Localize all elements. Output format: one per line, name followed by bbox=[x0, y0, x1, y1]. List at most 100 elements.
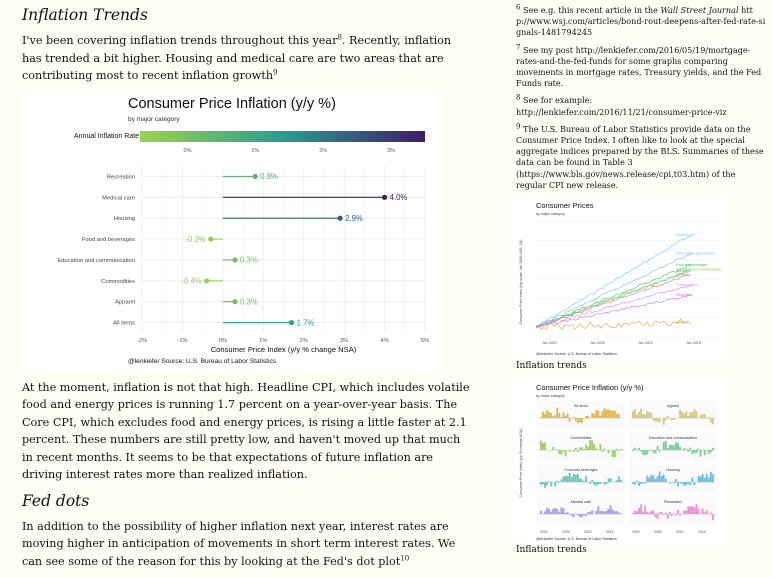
mini2-bar bbox=[608, 410, 610, 419]
mini2-bar bbox=[554, 482, 556, 486]
mini2-bar bbox=[687, 482, 689, 484]
y-tick-label: Medical care bbox=[102, 195, 135, 201]
mini2-bar bbox=[575, 448, 577, 450]
mini2-bar bbox=[595, 410, 597, 418]
x-tick-label: 1% bbox=[259, 338, 267, 344]
mini2-bar bbox=[577, 418, 579, 423]
mini2-bar bbox=[644, 450, 646, 455]
mini2-bar bbox=[691, 450, 693, 454]
mini2-bar bbox=[636, 481, 638, 483]
sidenote-8-text[interactable]: See for example: http://lenkiefer.com/20… bbox=[516, 95, 727, 116]
mini2-bar bbox=[540, 417, 542, 418]
mini2-bar bbox=[644, 482, 646, 484]
mini2-bar bbox=[704, 450, 706, 455]
inflation-small-multiples-chart[interactable]: Consumer Price Inflation (y/y %)by major… bbox=[516, 378, 726, 543]
section-title-fed-dots: Fed dots bbox=[22, 492, 470, 510]
mini2-bar bbox=[542, 412, 544, 418]
mini2-bar bbox=[708, 450, 710, 454]
mini2-bar bbox=[689, 412, 691, 418]
mini2-bar bbox=[706, 511, 708, 515]
mini2-bar bbox=[565, 513, 567, 514]
mini2-bar bbox=[712, 475, 714, 483]
mini2-bar bbox=[604, 449, 606, 451]
sidenote-7-text[interactable]: See my post http://lenkiefer.com/2016/05… bbox=[516, 45, 761, 89]
mini2-bar bbox=[544, 443, 546, 451]
mini2-source: @lenkiefer Source: U.S. Bureau of Labor … bbox=[536, 537, 617, 541]
data-label: -0.3% bbox=[185, 234, 205, 243]
mini2-bar bbox=[612, 411, 614, 418]
mini2-bar bbox=[583, 449, 585, 450]
mini2-bar bbox=[648, 513, 650, 515]
mini2-bar bbox=[579, 418, 581, 422]
article-body: Inflation Trends I've been covering infl… bbox=[22, 0, 470, 578]
mini2-bar bbox=[642, 414, 644, 418]
mini2-bar bbox=[634, 409, 636, 418]
mini2-bar bbox=[608, 509, 610, 514]
lollipop-point bbox=[382, 194, 387, 199]
mini2-bar bbox=[577, 514, 579, 515]
mini2-bar bbox=[677, 510, 679, 514]
mini2-bar bbox=[567, 512, 569, 514]
mini2-bar bbox=[577, 450, 579, 452]
mini2-bar bbox=[573, 514, 575, 517]
paragraph-headline-cpi: At the moment, inflation is not that hig… bbox=[22, 379, 470, 484]
mini2-bar bbox=[687, 507, 689, 515]
mini2-bar bbox=[650, 511, 652, 514]
mini2-bar bbox=[671, 445, 673, 450]
mini1-y-label: Consumer Price Index (log scale, Jan 200… bbox=[519, 240, 523, 325]
mini2-bar bbox=[653, 511, 655, 515]
mini2-bar bbox=[620, 514, 622, 515]
sidenote-6-number: 6 bbox=[516, 3, 520, 11]
mini2-bar bbox=[679, 514, 681, 515]
mini2-bar bbox=[620, 480, 622, 482]
mini2-bar bbox=[700, 477, 702, 483]
mini2-bar bbox=[681, 482, 683, 484]
mini2-bar bbox=[648, 412, 650, 418]
mini1-title: Consumer Prices bbox=[536, 201, 594, 210]
mini2-bar bbox=[597, 411, 599, 418]
data-label: 4.0% bbox=[390, 193, 408, 202]
mini2-bar bbox=[640, 450, 642, 451]
mini2-bar bbox=[618, 414, 620, 418]
mini2-bar bbox=[665, 418, 667, 420]
mini2-bar bbox=[544, 512, 546, 515]
mini2-bar bbox=[655, 418, 657, 421]
data-label: -0.4% bbox=[181, 276, 201, 285]
mini1-series-label: Medical care bbox=[676, 233, 695, 237]
mini2-x-tick: 2015 bbox=[698, 530, 706, 534]
mini2-x-tick: 2005 bbox=[654, 530, 662, 534]
x-tick-label: 0% bbox=[219, 338, 227, 344]
mini2-bar bbox=[634, 448, 636, 450]
mini2-bar bbox=[673, 445, 675, 450]
mini2-bar bbox=[591, 413, 593, 418]
sidenote-8-number: 8 bbox=[516, 94, 520, 102]
mini2-bar bbox=[659, 513, 661, 515]
mini2-bar bbox=[663, 418, 665, 425]
mini2-bar bbox=[655, 514, 657, 517]
mini2-bar bbox=[563, 450, 565, 451]
mini1-x-tick: Jan 2010 bbox=[638, 341, 653, 345]
mini2-bar bbox=[638, 412, 640, 418]
mini2-bar bbox=[565, 450, 567, 456]
mini2-bar bbox=[548, 412, 550, 418]
mini2-bar bbox=[650, 475, 652, 482]
lollipop-point bbox=[204, 278, 209, 283]
mini2-bar bbox=[659, 450, 661, 452]
footnote-ref-10[interactable]: 10 bbox=[400, 554, 409, 562]
mini2-bar bbox=[583, 514, 585, 515]
mini2-bar bbox=[675, 514, 677, 515]
mini2-bar bbox=[565, 476, 567, 482]
mini2-bar bbox=[634, 511, 636, 515]
mini2-bar bbox=[644, 506, 646, 514]
mini2-bar bbox=[659, 418, 661, 422]
mini2-bar bbox=[556, 509, 558, 514]
chart-source: @lenkiefer Source: U.S. Bureau of Labor … bbox=[128, 358, 277, 365]
legend-tick-label: 1% bbox=[251, 148, 259, 154]
legend-tick-label: 3% bbox=[387, 148, 395, 154]
mini2-bar bbox=[642, 450, 644, 454]
footnote-ref-9[interactable]: 9 bbox=[273, 68, 277, 76]
mini2-bar bbox=[581, 514, 583, 517]
mini1-x-tick: Jan 2015 bbox=[686, 341, 701, 345]
mini2-bar bbox=[556, 408, 558, 418]
